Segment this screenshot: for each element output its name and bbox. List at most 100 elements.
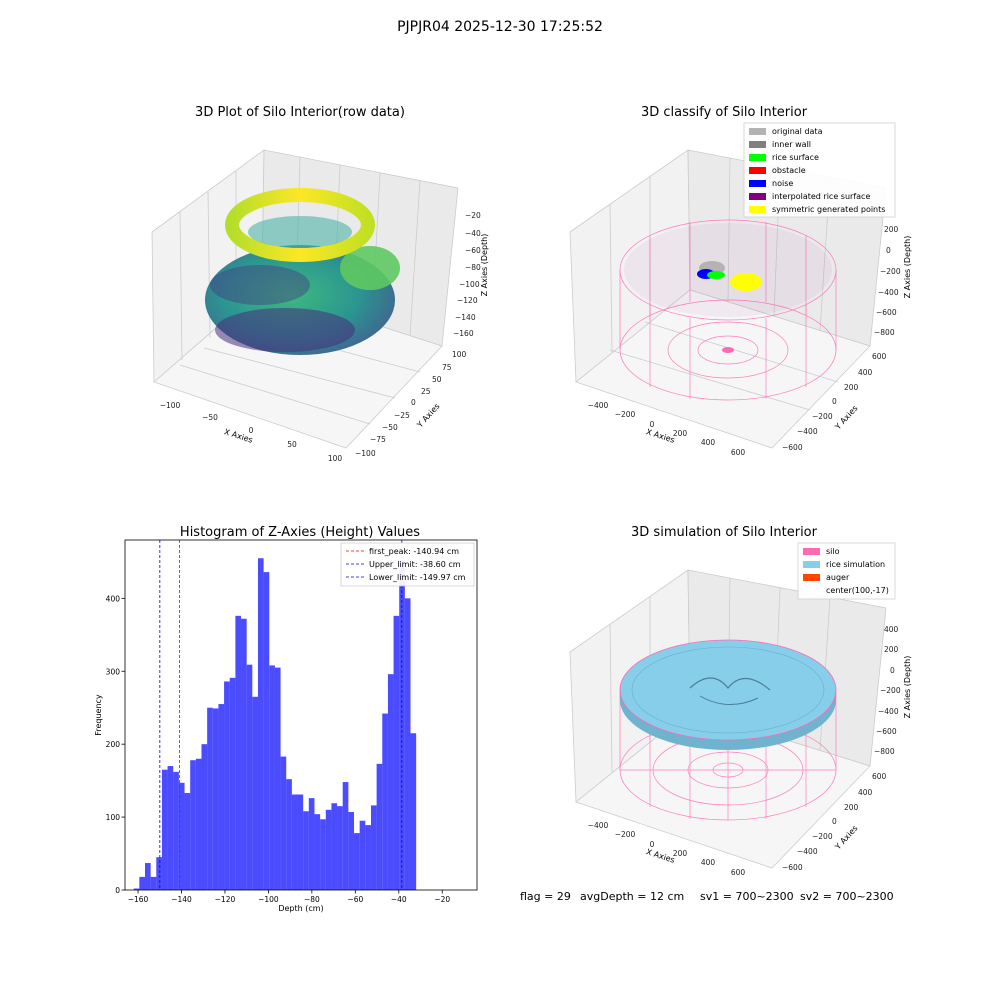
simulation-ztick: 400 xyxy=(884,625,899,634)
raw-xtick: 100 xyxy=(328,454,343,463)
histogram-bar xyxy=(308,798,315,890)
footer-sv2: sv2 = 700~2300 xyxy=(800,890,894,903)
histogram-bar xyxy=(263,572,270,890)
histogram-bar xyxy=(387,674,394,890)
classify-xtick: 400 xyxy=(701,438,716,447)
legend-swatch-symmetric xyxy=(749,206,766,213)
histogram-bar xyxy=(235,615,242,890)
legend-label-upper-limit: Upper_limit: -38.60 cm xyxy=(369,560,461,569)
simulation-ylabel: Y Axies xyxy=(833,824,860,852)
legend-swatch-original-data xyxy=(749,128,766,135)
simulation-ztick: 200 xyxy=(884,645,899,654)
histogram-frame xyxy=(124,539,478,891)
raw-ztick: −60 xyxy=(465,246,481,255)
x-tick-label: −80 xyxy=(304,895,320,904)
histogram-bar xyxy=(195,758,202,890)
classify-ztick: −200 xyxy=(880,267,901,276)
footer-flag: flag = 29 xyxy=(520,890,571,903)
legend-label-center: center(100,-17) xyxy=(826,586,889,595)
histogram-reference-lines xyxy=(159,540,403,890)
classify-ztick: −800 xyxy=(874,328,895,337)
histogram-bar xyxy=(139,876,145,890)
raw-ytick: −75 xyxy=(370,435,386,444)
histogram-bar xyxy=(184,793,191,890)
raw-zlabel: Z Axies (Depth) xyxy=(480,234,489,297)
raw-ztick: −80 xyxy=(465,263,481,272)
raw-xtick: −100 xyxy=(160,401,181,410)
panel-classify-3d: 3D classify of Silo Interior xyxy=(569,105,912,457)
classify-clusters xyxy=(624,223,832,353)
panel-simulation-3d: 3D simulation of Silo Interior xyxy=(569,525,912,877)
raw-ztick: −100 xyxy=(459,280,480,289)
legend-label-interpolated: interpolated rice surface xyxy=(772,192,870,201)
legend-label-first-peak: first_peak: -140.94 cm xyxy=(369,547,459,556)
histogram-bar xyxy=(246,664,253,890)
raw-xtick: −50 xyxy=(202,413,218,422)
simulation-xtick: −400 xyxy=(588,821,609,830)
x-tick-label: −160 xyxy=(128,895,149,904)
legend-swatch-inner-wall xyxy=(749,141,766,148)
histogram-bar xyxy=(229,677,236,890)
histogram-yticks: 0 100 200 300 400 xyxy=(106,594,125,895)
x-tick-label: −120 xyxy=(215,895,236,904)
footer-sv1: sv1 = 700~2300 xyxy=(700,890,794,903)
raw-ytick: −50 xyxy=(382,423,398,432)
x-tick-label: −40 xyxy=(391,895,407,904)
simulation-ytick: −200 xyxy=(812,832,833,841)
legend-label-auger: auger xyxy=(826,573,850,582)
classify-xtick: 0 xyxy=(650,420,655,429)
legend-label-obstacle: obstacle xyxy=(772,166,806,175)
classify-xtick: −400 xyxy=(588,401,609,410)
chart-title: Histogram of Z-Axies (Height) Values xyxy=(180,525,420,540)
histogram-bar xyxy=(370,805,377,890)
legend-label-original-data: original data xyxy=(772,127,823,136)
legend-label-silo: silo xyxy=(826,547,840,556)
classify-xtick: 600 xyxy=(731,448,746,457)
simulation-legend: silo rice simulation auger center(100,-1… xyxy=(797,542,896,600)
classify-ytick: −200 xyxy=(812,412,833,421)
histogram-bar xyxy=(342,782,349,890)
classify-xtick: −200 xyxy=(615,410,636,419)
histogram-bar xyxy=(291,794,298,890)
histogram-bar xyxy=(376,763,383,890)
figure-suptitle: PJPJR04 2025-12-30 17:25:52 xyxy=(397,19,603,35)
footer-avg-depth: avgDepth = 12 cm xyxy=(580,890,684,903)
raw-ztick: −40 xyxy=(465,229,481,238)
x-tick-label: −20 xyxy=(434,895,450,904)
histogram-bar xyxy=(224,681,230,890)
simulation-xtick: −200 xyxy=(615,830,636,839)
x-tick-label: −60 xyxy=(347,895,363,904)
simulation-ytick: 0 xyxy=(832,817,837,826)
raw-point-cloud xyxy=(205,188,400,355)
histogram-bar xyxy=(150,876,157,890)
simulation-xtick: 600 xyxy=(731,868,746,877)
simulation-xtick: 200 xyxy=(673,849,688,858)
y-tick-label: 0 xyxy=(115,886,120,895)
histogram-bar xyxy=(212,708,219,890)
raw-ytick: 50 xyxy=(432,375,442,384)
panel-raw-3d: 3D Plot of Silo Interior(row data) −100 … xyxy=(151,105,489,463)
simulation-xlabel: X Axies xyxy=(645,847,676,865)
x-tick-label: −140 xyxy=(171,895,192,904)
histogram-bar xyxy=(161,769,168,890)
legend-label-noise: noise xyxy=(772,179,793,188)
classify-zlabel: Z Axies (Depth) xyxy=(903,236,912,299)
classify-ytick: 600 xyxy=(872,352,887,361)
simulation-zlabel: Z Axies (Depth) xyxy=(903,656,912,719)
classify-ztick: 200 xyxy=(884,225,899,234)
chart-ylabel: Frequency xyxy=(94,694,103,736)
histogram-bar xyxy=(286,779,292,890)
histogram-bar xyxy=(331,803,338,890)
classify-ytick: −600 xyxy=(782,443,803,452)
simulation-ytick: −600 xyxy=(782,863,803,872)
histogram-bar xyxy=(393,615,400,890)
histogram-bar xyxy=(359,820,366,890)
histogram-bar xyxy=(382,713,388,890)
histogram-bar xyxy=(274,667,281,890)
simulation-xtick: 400 xyxy=(701,858,716,867)
histogram-bar xyxy=(218,704,225,890)
histogram-bar xyxy=(190,760,196,890)
classify-ytick: 200 xyxy=(844,383,859,392)
classify-legend: original data inner wall rice surface ob… xyxy=(743,122,896,218)
panel-classify-title: 3D classify of Silo Interior xyxy=(641,105,808,120)
